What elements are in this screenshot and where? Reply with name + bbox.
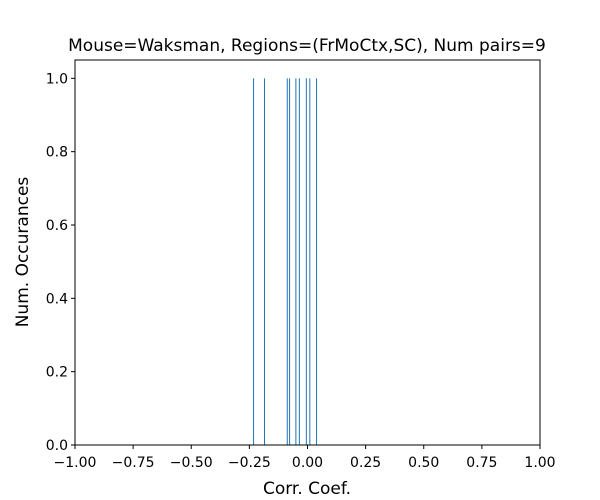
x-tick-label: 0.50 bbox=[408, 455, 439, 471]
y-tick-label: 0.0 bbox=[46, 438, 68, 454]
x-tick-label: 1.00 bbox=[524, 455, 555, 471]
x-tick-label: −0.25 bbox=[228, 455, 271, 471]
y-tick-label: 0.4 bbox=[46, 291, 68, 307]
histogram-bar bbox=[305, 78, 307, 445]
x-tick-label: −0.75 bbox=[112, 455, 155, 471]
histogram-bar bbox=[309, 78, 311, 445]
histogram-bar bbox=[286, 78, 288, 445]
x-tick-label: 0.25 bbox=[350, 455, 381, 471]
histogram-bar bbox=[253, 78, 255, 445]
y-tick-label: 1.0 bbox=[46, 71, 68, 87]
plot-area bbox=[75, 60, 540, 445]
x-tick-label: 0.00 bbox=[292, 455, 323, 471]
y-axis-ticks: 0.0 0.2 0.4 0.6 0.8 1.0 bbox=[46, 71, 75, 454]
plot-frame bbox=[74, 59, 541, 446]
x-tick-label: −1.00 bbox=[54, 455, 97, 471]
bar-series bbox=[253, 78, 318, 445]
histogram-bar bbox=[298, 78, 300, 445]
chart-title: Mouse=Waksman, Regions=(FrMoCtx,SC), Num… bbox=[68, 36, 546, 56]
y-tick-label: 0.2 bbox=[46, 365, 68, 381]
y-tick-label: 0.6 bbox=[46, 218, 68, 234]
x-tick-label: 0.75 bbox=[466, 455, 497, 471]
histogram-bar bbox=[316, 78, 318, 445]
y-axis-label: Num. Occurances bbox=[13, 177, 33, 328]
histogram-bar bbox=[289, 78, 291, 445]
x-axis-label: Corr. Coef. bbox=[263, 479, 351, 499]
histogram-bar bbox=[263, 78, 265, 445]
x-axis-ticks: −1.00 −0.75 −0.50 −0.25 0.00 0.25 0.50 0.75 1.00 bbox=[54, 445, 556, 471]
histogram-bar bbox=[295, 78, 297, 445]
y-tick-label: 0.8 bbox=[46, 145, 68, 161]
x-tick-label: −0.50 bbox=[170, 455, 213, 471]
